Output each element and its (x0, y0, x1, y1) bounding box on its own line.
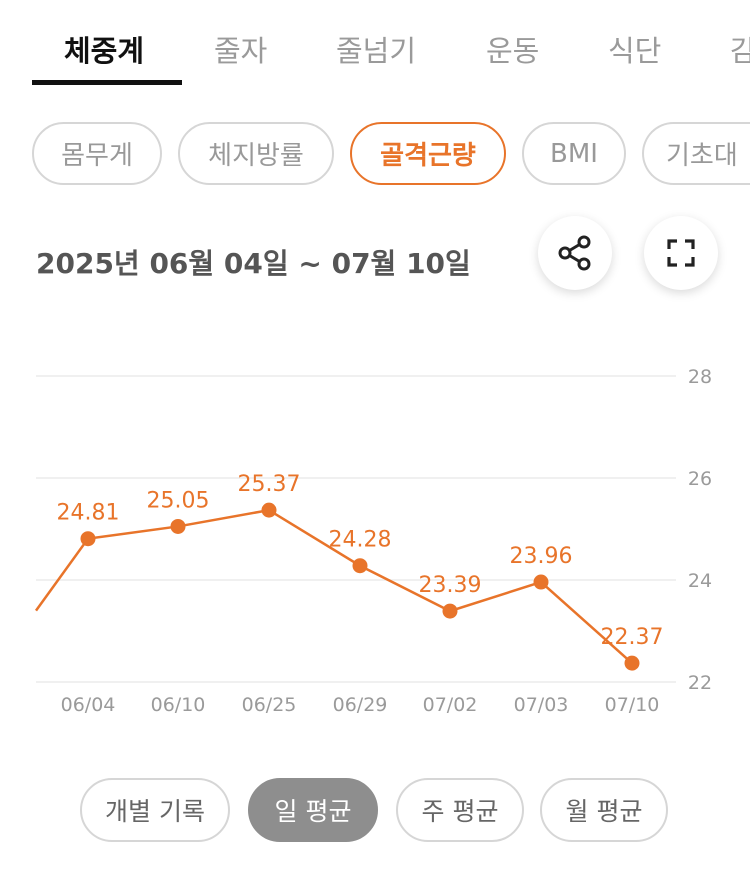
data-point (533, 574, 549, 590)
top-tabs: 체중계 줄자 줄넘기 운동 식단 감 (0, 0, 750, 86)
fullscreen-button[interactable] (644, 216, 718, 290)
tab-diet[interactable]: 식단 (608, 34, 662, 68)
tab-exercise[interactable]: 운동 (486, 34, 540, 68)
chip-bmr[interactable]: 기초대 (642, 122, 750, 185)
data-point (80, 531, 96, 547)
view-daily-average[interactable]: 일 평균 (248, 778, 378, 842)
tab-more[interactable]: 감 (730, 34, 750, 68)
tab-scale[interactable]: 체중계 (64, 34, 145, 68)
x-tick-label: 06/10 (151, 694, 206, 716)
y-tick-label: 24 (688, 570, 712, 592)
data-label: 24.28 (329, 528, 392, 553)
data-point (442, 603, 458, 619)
data-label: 23.39 (419, 573, 482, 598)
share-icon (558, 235, 591, 271)
y-tick-label: 22 (688, 672, 712, 694)
y-tick-label: 28 (688, 366, 712, 388)
muscle-mass-line-chart: 28 26 24 22 24.81 25.05 25.37 24.28 23.39 23.96 22… (34, 366, 712, 716)
tab-tape-measure[interactable]: 줄자 (214, 34, 268, 68)
data-label: 25.37 (238, 472, 301, 497)
data-label: 23.96 (510, 544, 573, 569)
chip-skeletal-muscle[interactable]: 골격근량 (350, 122, 506, 185)
data-label: 25.05 (147, 488, 210, 513)
x-tick-label: 06/29 (333, 694, 388, 716)
y-tick-label: 26 (688, 468, 712, 490)
x-tick-label: 07/02 (423, 694, 478, 716)
date-range: 2025년 06월 04일 ~ 07월 10일 (36, 247, 471, 280)
chip-bmi[interactable]: BMI (522, 122, 626, 185)
active-tab-indicator (32, 80, 182, 85)
x-tick-label: 06/04 (61, 694, 116, 716)
data-point (624, 655, 640, 671)
data-point (352, 558, 368, 574)
chip-weight[interactable]: 몸무게 (32, 122, 162, 185)
data-point (170, 518, 186, 534)
data-label: 24.81 (57, 501, 120, 526)
tab-jump-rope[interactable]: 줄넘기 (336, 34, 417, 68)
share-button[interactable] (538, 216, 612, 290)
x-tick-label: 07/03 (514, 694, 569, 716)
data-point (261, 502, 277, 518)
fullscreen-icon (667, 239, 695, 267)
data-label: 22.37 (601, 625, 664, 650)
chip-body-fat[interactable]: 체지방률 (178, 122, 334, 185)
x-tick-label: 06/25 (242, 694, 297, 716)
series-line (34, 508, 633, 665)
view-individual-records[interactable]: 개별 기록 (80, 778, 230, 842)
view-monthly-average[interactable]: 월 평균 (540, 778, 668, 842)
x-tick-label: 07/10 (605, 694, 660, 716)
view-weekly-average[interactable]: 주 평균 (396, 778, 524, 842)
